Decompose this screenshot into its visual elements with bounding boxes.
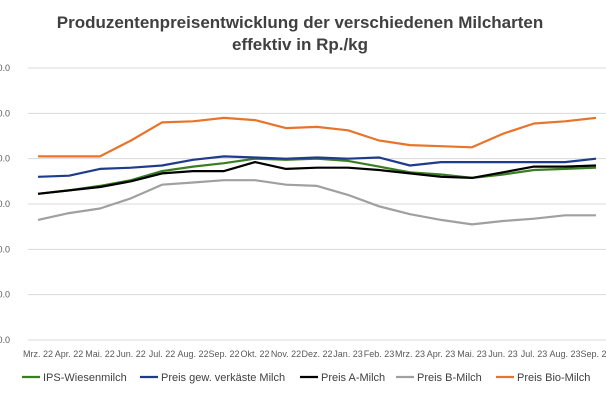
y-tick-label: 0.0 [0,244,10,254]
x-tick-label: Apr. 22 [55,349,84,359]
x-tick-label: Sep. 23 [580,349,606,359]
series-line-preis-bio-milch [38,116,597,158]
y-tick-label: 0.0 [0,108,10,118]
x-tick-label: Jul. 23 [521,349,548,359]
legend: IPS-Wiesenmilch Preis gew. verkäste Milch… [22,372,590,384]
x-tick-label: Mrz. 23 [395,349,425,359]
x-tick-label: Mrz. 22 [23,349,53,359]
x-tick-label: Dez. 22 [301,349,332,359]
y-tick-label: 0.0 [0,63,10,73]
x-tick-label: Jun. 22 [116,349,146,359]
series-line-ips-wiesenmilch [37,157,597,195]
y-tick-label: 0.0 [0,335,10,345]
x-tick-label: Aug. 22 [177,349,208,359]
x-tick-label: Jul. 22 [149,349,176,359]
legend-label: Preis Bio-Milch [517,372,590,384]
x-tick-label: Mai. 23 [457,349,487,359]
x-tick-label: Mai. 22 [85,349,115,359]
x-tick-label: Apr. 23 [427,349,456,359]
x-tick-label: Aug. 23 [549,349,580,359]
series-line-preis-b-milch [37,179,596,226]
x-axis-ticks: Mrz. 22 Apr. 22 Mai. 22 Jun. 22 Jul. 22 Aug. … [23,349,606,359]
x-tick-label: Feb. 23 [364,349,395,359]
x-tick-label: Jun. 23 [488,349,518,359]
x-tick-label: Nov. 22 [271,349,301,359]
legend-label: Preis B-Milch [417,372,482,384]
x-tick-label: Sep. 22 [208,349,239,359]
y-tick-label: 0.0 [0,199,10,209]
x-tick-label: Jan. 23 [333,349,363,359]
series-lines [37,116,597,226]
x-tick-label: Okt. 22 [240,349,269,359]
legend-label: IPS-Wiesenmilch [43,372,127,384]
y-tick-label: 0.0 [0,290,10,300]
chart-subtitle: effektiv in Rp./kg [232,35,368,54]
legend-label: Preis A-Milch [321,372,385,384]
chart-title: Produzentenpreisentwicklung der verschie… [57,13,544,32]
y-tick-label: 0.0 [0,154,10,164]
series-line-preis-gew-verk-ste-milch [37,155,597,178]
series-line-preis-a-milch [37,161,597,195]
legend-label: Preis gew. verkäste Milch [161,372,285,384]
y-axis-ticks: 0.0 0.0 0.0 0.0 0.0 0.0 0.0 [0,63,10,345]
